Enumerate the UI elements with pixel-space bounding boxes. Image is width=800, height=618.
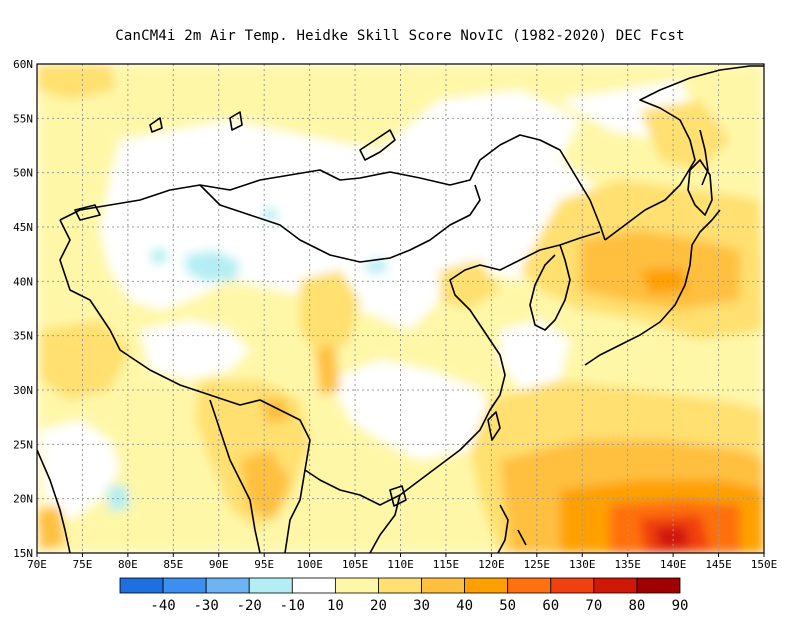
lat-tick-label: 45N [13,221,33,234]
colorbar-label: 60 [542,598,559,614]
lat-tick-label: 40N [13,275,33,288]
coastlines-and-borders [37,65,764,553]
colorbar-label: 90 [672,598,689,614]
lon-tick-label: 135E [614,558,641,571]
colorbar-label: 30 [413,598,430,614]
lon-tick-label: 140E [660,558,687,571]
colorbar-label: -20 [237,598,262,614]
lon-tick-label: 100E [296,558,323,571]
colorbar-label: 10 [327,598,344,614]
map-title: CanCM4i 2m Air Temp. Heidke Skill Score … [115,28,685,44]
lon-tick-label: 130E [569,558,596,571]
lon-tick-label: 150E [751,558,778,571]
colorbar-swatch [636,577,681,594]
lat-tick-label: 30N [13,384,33,397]
colorbar-swatch [119,577,164,594]
lat-tick-label: 35N [13,330,33,343]
colorbar-swatch [464,577,509,594]
lon-tick-label: 145E [705,558,732,571]
colorbar-swatch [507,577,552,594]
colorbar-swatch [248,577,293,594]
colorbar-label: -10 [280,598,305,614]
lat-tick-label: 15N [13,547,33,560]
lat-tick-label: 50N [13,167,33,180]
lon-tick-label: 70E [27,558,47,571]
lon-tick-label: 80E [118,558,138,571]
colorbar-label: 20 [370,598,387,614]
colorbar-swatch [421,577,466,594]
colorbar-label: 40 [456,598,473,614]
lon-tick-label: 90E [209,558,229,571]
colorbar-swatch [205,577,250,594]
lat-tick-label: 25N [13,438,33,451]
colorbar-label: 50 [499,598,516,614]
lon-tick-label: 120E [478,558,505,571]
colorbar: -40 -30 -20 -10 10 20 30 40 50 60 70 80 90 [119,577,689,614]
lon-tick-label: 85E [163,558,183,571]
colorbar-swatch [593,577,638,594]
colorbar-swatch [291,577,336,594]
colorbar-label: -30 [194,598,219,614]
colorbar-swatch [378,577,422,594]
latitude-tick-labels: 15N 20N 25N 30N 35N 40N 45N 50N 55N 60N [13,58,33,560]
lon-tick-label: 110E [387,558,414,571]
longitude-tick-labels: 70E 75E 80E 85E 90E 95E 100E 105E 110E 115E 120E 12… [27,553,777,571]
lon-tick-label: 105E [342,558,369,571]
lon-tick-label: 125E [524,558,551,571]
colorbar-swatch [162,577,207,594]
colorbar-swatch [334,577,379,594]
colorbar-label: 80 [628,598,645,614]
map-gridlines [37,64,764,553]
lat-tick-label: 20N [13,493,33,506]
lon-tick-label: 95E [254,558,274,571]
lat-tick-label: 60N [13,58,33,71]
colorbar-label: -40 [150,598,175,614]
colorbar-swatch [550,577,595,594]
lon-tick-label: 75E [73,558,93,571]
colorbar-label: 70 [585,598,602,614]
lat-tick-label: 55N [13,112,33,125]
lon-tick-label: 115E [433,558,460,571]
